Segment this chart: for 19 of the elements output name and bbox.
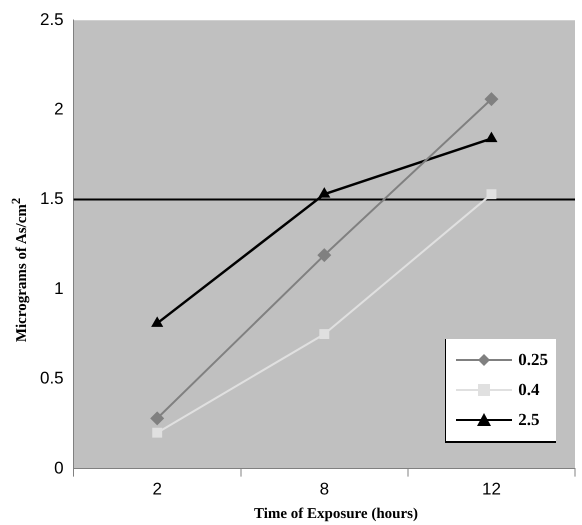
y-tick-label: 0 [54,458,64,478]
point [319,329,330,340]
point [152,428,162,438]
y-tick-label: 2.5 [40,10,64,29]
x-tick-label: 2 [152,479,162,498]
y-tick-label: 1.5 [40,189,64,208]
point [150,411,164,426]
legend-label: 2.5 [518,410,540,430]
point [486,189,496,200]
y-tick-label: 0.5 [40,368,64,388]
x-tick-label: 8 [320,479,330,498]
legend-label: 0.4 [518,380,540,400]
y-tick-label: 2 [54,100,64,119]
y-tick-label: 1 [54,278,64,298]
legend-label: 0.25 [518,350,548,370]
point [317,248,332,262]
x-axis-title: Time of Exposure (hours) [252,506,420,523]
point [484,92,498,106]
x-tick-label: 12 [482,479,501,498]
